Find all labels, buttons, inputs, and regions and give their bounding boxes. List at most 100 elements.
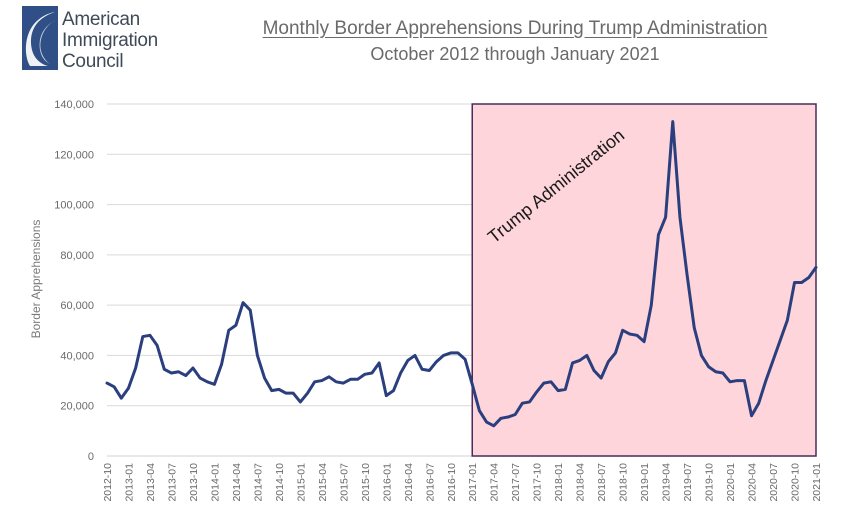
y-tick-label: 140,000 [54,99,94,111]
data-point [729,381,731,383]
y-tick-label: 120,000 [54,149,94,161]
data-point [428,369,431,372]
x-tick-label: 2013-01 [123,463,135,502]
data-point [149,334,151,337]
data-point [142,335,144,338]
data-point [321,379,323,382]
data-point [127,387,130,389]
data-point [414,354,416,357]
data-point [671,120,674,123]
data-point [235,324,237,327]
data-point [485,421,488,423]
y-tick-label: 80,000 [60,250,94,262]
data-point [643,340,645,343]
x-tick-label: 2017-01 [467,463,479,502]
x-tick-label: 2017-04 [489,463,501,502]
x-tick-label: 2016-04 [403,463,415,502]
data-point [564,388,567,391]
logo-text-line-2: Immigration [62,30,158,51]
data-point [285,392,287,394]
data-point [535,391,538,393]
data-point [736,379,739,382]
logo-text-line-3: Council [62,51,124,72]
data-point [808,276,810,279]
x-tick-label: 2014-04 [231,463,243,502]
chart-title: Monthly Border Apprehensions During Trum… [262,18,768,39]
x-tick-label: 2015-07 [338,463,350,502]
x-tick-label: 2020-07 [768,463,780,502]
x-tick-label: 2019-01 [639,463,651,502]
data-point [335,381,337,383]
data-point [500,417,502,420]
data-point [786,319,789,322]
data-point [270,389,273,392]
data-point [543,382,545,384]
x-tick-label: 2018-10 [618,463,630,502]
data-point [586,354,588,357]
data-point [757,402,760,405]
data-point [292,392,295,394]
data-point [163,368,166,371]
chart-subtitle: October 2012 through January 2021 [370,44,660,64]
council-logo-icon [22,6,58,70]
x-tick-label: 2015-10 [360,463,372,502]
x-tick-label: 2014-10 [274,463,286,502]
y-tick-label: 60,000 [60,300,94,312]
x-tick-label: 2019-10 [704,463,716,502]
x-tick-label: 2018-01 [553,463,565,502]
series-line [105,120,818,428]
x-tick-label: 2013-07 [166,463,178,502]
data-point [700,354,703,357]
data-point [514,413,517,416]
data-point [263,377,266,379]
data-point [242,301,244,304]
data-point [184,374,187,377]
data-point [435,360,438,363]
highlight-rect [471,103,817,457]
data-point [313,381,316,383]
data-point [457,352,459,354]
data-point [421,368,423,371]
data-point [693,326,696,329]
y-axis-label: Border Apprehensions [29,220,43,339]
data-point [550,381,552,383]
data-point [557,389,559,392]
data-point [707,365,710,368]
x-tick-label: 2019-04 [661,463,673,502]
data-point [199,377,201,379]
data-point [442,354,445,357]
data-point [399,372,402,374]
x-tick-label: 2013-10 [188,463,200,502]
x-tick-label: 2014-01 [209,463,221,502]
x-tick-label: 2019-07 [682,463,694,502]
data-point [492,425,495,427]
data-point [793,281,796,284]
data-point [571,362,574,364]
x-tick-label: 2014-07 [252,463,264,502]
data-point [371,372,373,374]
data-point [679,216,681,218]
data-point [227,329,230,332]
y-tick-label: 20,000 [60,401,94,413]
data-point [750,414,753,417]
data-point [278,388,280,391]
data-point [349,378,352,381]
data-point [800,281,803,284]
data-point [621,329,624,332]
highlight-region: Trump Administration [471,103,817,457]
data-point [120,397,123,399]
x-tick-label: 2021-01 [811,463,823,502]
data-point [156,344,158,347]
y-axis-ticks: 0 20,000 40,000 60,000 80,000 100,000 120,000 1… [54,99,94,463]
data-point [177,370,180,373]
data-point [256,354,259,357]
data-point [170,372,173,374]
x-tick-label: 2015-04 [317,463,329,502]
data-point [378,362,380,364]
y-tick-label: 0 [88,451,94,463]
x-tick-label: 2017-10 [532,463,544,502]
data-point [607,360,610,363]
data-point [664,216,667,218]
data-point [113,386,115,388]
